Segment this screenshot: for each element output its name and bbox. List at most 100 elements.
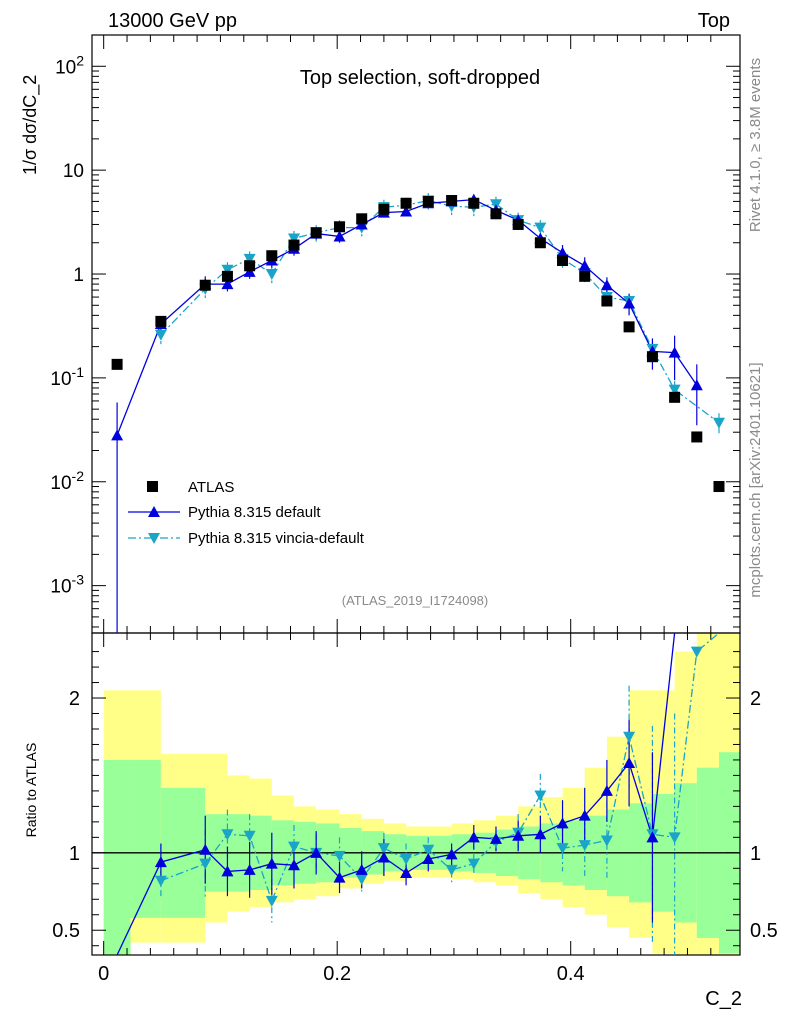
legend-marker-default (148, 506, 160, 517)
atlas-data-point (623, 321, 635, 333)
ratio-y-tick-label: 0.5 (52, 920, 80, 942)
atlas-data-point (669, 391, 681, 403)
ratio-default-marker (623, 757, 636, 769)
ratio-vincia-marker (400, 854, 413, 866)
ratio-default-marker (556, 817, 569, 829)
ratio-vincia-marker (556, 843, 569, 855)
default-marker (668, 346, 681, 358)
default-line (116, 198, 698, 436)
ratio-default-marker (445, 848, 458, 860)
main-axis-ticks: 10-3 10-2 10-1 1 10 102 (50, 34, 740, 633)
ratio-default-marker (422, 853, 435, 865)
ratio-default-marker (310, 846, 323, 858)
default-marker (690, 379, 703, 391)
ratio-default-marker (400, 866, 413, 878)
ratio-default-marker (534, 828, 547, 840)
atlas-data-point (266, 250, 278, 262)
ratio-panel-frame (91, 632, 741, 956)
ratio-vincia-marker (668, 832, 681, 844)
ratio-y-axis-label: Ratio to ATLAS (23, 743, 39, 838)
ratio-default-line (116, 632, 676, 956)
atlas-data-point (422, 195, 434, 207)
default-marker (243, 265, 256, 277)
atlas-data-point (646, 351, 658, 363)
ratio-vincia-marker (690, 646, 703, 658)
main-y-tick-label: 10 (63, 161, 84, 182)
atlas-data-point (244, 260, 256, 272)
vincia-marker (154, 329, 167, 341)
energy-label: 13000 GeV pp (108, 10, 237, 32)
main-y-tick-label: 102 (55, 52, 84, 78)
x-tick-label: 0.2 (323, 963, 351, 985)
atlas-data-point (557, 254, 569, 266)
vincia-marker (712, 417, 725, 429)
x-tick-label: 0 (98, 963, 109, 985)
atlas-data-point (111, 358, 123, 370)
analysis-watermark: (ATLAS_2019_I1724098) (342, 593, 488, 608)
ratio-default-marker (154, 856, 167, 868)
default-marker (333, 230, 346, 242)
default-marker (600, 279, 613, 291)
ratio-y-tick-label-right: 1 (750, 843, 761, 865)
x-axis-label: C_2 (705, 988, 742, 1010)
atlas-data-point (400, 197, 412, 209)
atlas-data-point (155, 315, 167, 327)
atlas-data-point (534, 237, 546, 249)
ratio-vincia-marker (221, 829, 234, 841)
legend-marker-atlas (147, 481, 158, 492)
ratio-vincia-marker (154, 875, 167, 887)
ratio-default-marker (221, 865, 234, 877)
vincia-marker (668, 384, 681, 396)
vincia-marker (243, 253, 256, 265)
source-label: mcplots.cern.ch [arXiv:2401.10621] (747, 362, 764, 597)
main-y-axis-label: 1/σ dσ/dC_2 (20, 75, 41, 175)
vincia-marker (534, 222, 547, 234)
atlas-data-point (713, 481, 725, 493)
legend-label-default: Pythia 8.315 default (188, 504, 321, 521)
ratio-vincia-marker (355, 874, 368, 886)
ratio-vincia-marker (534, 790, 547, 802)
ratio-y-tick-label: 2 (69, 688, 80, 710)
ratio-vincia-marker (333, 850, 346, 862)
ratio-default-marker (600, 784, 613, 796)
atlas-data-point (288, 239, 300, 251)
ratio-axis-ticks: 0.5 0.5 1 1 2 2 0 0.2 0.4 (52, 633, 778, 985)
plot-title: Top selection, soft-dropped (300, 67, 540, 89)
process-label: Top (698, 10, 730, 32)
ratio-vincia-marker (445, 864, 458, 876)
atlas-data-point (468, 197, 480, 209)
main-y-tick-label: 1 (73, 265, 84, 286)
atlas-data-point (356, 213, 368, 225)
vincia-line (160, 199, 720, 424)
ratio-default-marker (489, 832, 502, 844)
default-marker (400, 205, 413, 217)
ratio-vincia-marker (287, 841, 300, 853)
rivet-version-label: Rivet 4.1.0, ≥ 3.8M events (747, 58, 764, 232)
ratio-y-tick-label-right: 0.5 (750, 920, 778, 942)
ratio-y-tick-label-right: 2 (750, 688, 761, 710)
legend: ATLAS Pythia 8.315 default Pythia 8.315 … (128, 479, 365, 547)
atlas-data-point (579, 270, 591, 282)
main-y-tick-label: 10-1 (50, 364, 84, 390)
x-tick-label: 0.4 (557, 963, 585, 985)
main-y-tick-label: 10-2 (50, 468, 84, 494)
ratio-default-marker (199, 843, 212, 855)
ratio-vincia-marker (600, 835, 613, 847)
atlas-data-point (378, 203, 390, 215)
ratio-default-marker (467, 831, 480, 843)
ratio-vincia-marker (243, 830, 256, 842)
atlas-data-point (446, 195, 458, 207)
ratio-vincia-marker (199, 858, 212, 870)
vincia-marker (221, 264, 234, 276)
vincia-marker (287, 233, 300, 245)
vincia-marker (265, 269, 278, 281)
main-y-axis-label-text: 1/σ dσ/dC_2 (20, 75, 41, 175)
ratio-default-marker (333, 871, 346, 883)
band-inner-bin (103, 759, 131, 955)
ratio-default-marker (646, 831, 659, 843)
ratio-vincia-marker (578, 840, 591, 852)
default-marker (221, 278, 234, 290)
main-y-tick-label: 10-3 (50, 572, 84, 598)
atlas-data-point (490, 208, 502, 220)
